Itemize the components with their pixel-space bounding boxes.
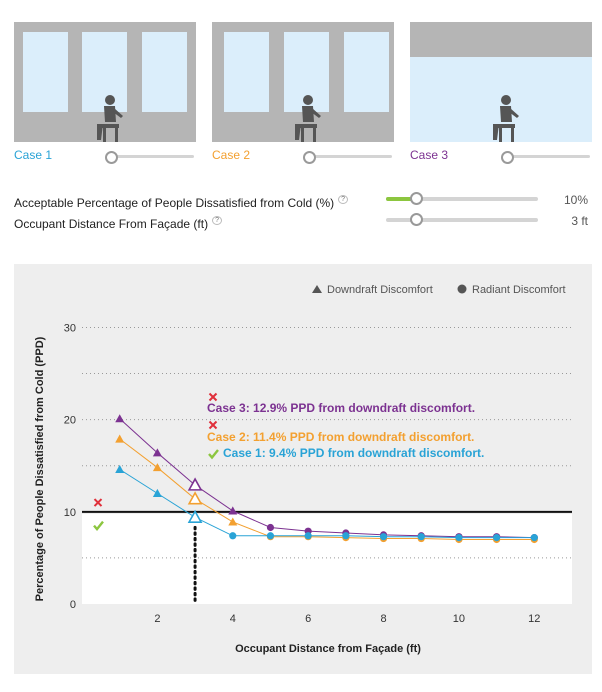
ppd-threshold-text: Acceptable Percentage of People Dissatis… [14, 196, 335, 210]
downdraft-marker [115, 464, 125, 474]
x-axis-label: Occupant Distance from Façade (ft) [235, 643, 421, 655]
pass-icon [93, 520, 104, 532]
radiant-marker [266, 532, 275, 540]
seated-person-icon [493, 95, 519, 142]
case-3-label: Case 3 [410, 148, 449, 162]
case-annotations: Case 3: 12.9% PPD from downdraft discomf… [207, 392, 484, 460]
radiant-marker [304, 532, 312, 540]
y-tick-label: 0 [70, 599, 76, 611]
chart-legend: Downdraft Discomfort Radiant Discomfort [312, 284, 566, 296]
ppd-chart-panel: Downdraft Discomfort Radiant Discomfort … [14, 264, 592, 674]
series-line [119, 438, 535, 540]
x-tick-label: 10 [453, 613, 465, 625]
ppd-threshold-slider-track[interactable] [386, 197, 538, 201]
radiant-marker [455, 534, 463, 542]
seated-person-icon [97, 95, 123, 142]
downdraft-marker [115, 434, 125, 443]
window-pane [344, 32, 389, 112]
x-tick-label: 8 [380, 613, 386, 625]
case-1-slider-handle[interactable] [105, 151, 118, 164]
radiant-marker [530, 534, 538, 542]
downdraft-marker [228, 506, 238, 515]
occupant-distance-slider-handle[interactable] [410, 213, 424, 226]
downdraft-legend-label: Downdraft Discomfort [327, 284, 433, 296]
downdraft-marker [152, 463, 162, 472]
case-2-slider-handle[interactable] [303, 151, 316, 164]
y-tick-label: 10 [64, 507, 76, 519]
ppd-threshold-slider-handle[interactable] [410, 192, 424, 205]
case-3-slider-handle[interactable] [501, 151, 514, 164]
downdraft-marker [152, 448, 162, 457]
window-pane [82, 32, 127, 112]
case-1-illustration [14, 22, 196, 142]
radiant-marker [417, 533, 425, 541]
y-axis-label: Percentage of People Dissatisfied from C… [34, 336, 46, 601]
x-tick-label: 2 [154, 613, 160, 625]
fail-stroke [208, 420, 218, 430]
case-2-illustration [212, 22, 394, 142]
x-axis-ticks: 2 4 6 8 10 12 [154, 613, 540, 625]
occupant-distance-slider-track[interactable] [386, 218, 538, 222]
occupant-distance-text: Occupant Distance From Façade (ft) [14, 217, 209, 231]
downdraft-marker [152, 488, 162, 497]
downdraft-marker [115, 414, 125, 423]
case-1-slider-track[interactable] [106, 155, 194, 158]
ppd-threshold-label: Acceptable Percentage of People Dissatis… [14, 195, 349, 210]
radiant-marker [379, 533, 388, 541]
case-2-slider-track[interactable] [304, 155, 392, 158]
fail-stroke [93, 498, 103, 507]
chart-series [115, 414, 538, 544]
downdraft-marker [228, 517, 238, 526]
series-line [119, 468, 535, 539]
radiant-marker [342, 532, 350, 540]
window-pane [23, 32, 68, 112]
ppd-chart: Downdraft Discomfort Radiant Discomfort … [34, 284, 572, 655]
radiant-legend-label: Radiant Discomfort [472, 284, 566, 296]
case-annotation: Case 2: 11.4% PPD from downdraft discomf… [207, 430, 474, 444]
pass-icon [208, 449, 219, 460]
radiant-marker [229, 532, 237, 540]
y-tick-label: 30 [64, 322, 76, 334]
acceptable-zone [82, 514, 572, 604]
x-tick-label: 4 [230, 613, 236, 625]
y-axis-ticks: 0 10 20 30 [64, 322, 76, 611]
downdraft-marker [187, 477, 203, 491]
window-pane [142, 32, 187, 112]
case-2-label: Case 2 [212, 148, 251, 162]
window-pane [224, 32, 269, 112]
fail-icon [208, 392, 218, 402]
radiant-marker [266, 523, 275, 532]
case-1-label: Case 1 [14, 148, 53, 162]
case-3-illustration [410, 22, 592, 142]
help-icon[interactable]: ? [338, 195, 349, 204]
threshold-status-markers [93, 498, 104, 532]
ppd-threshold-slider-fill [386, 197, 417, 201]
occupant-distance-value: 3 ft [571, 214, 588, 228]
downdraft-legend-icon [312, 285, 322, 293]
radiant-marker [493, 534, 501, 542]
case-3-slider-track[interactable] [502, 155, 590, 158]
seated-person-icon [295, 95, 321, 142]
x-tick-label: 12 [528, 613, 540, 625]
case-annotation: Case 3: 12.9% PPD from downdraft discomf… [207, 401, 475, 415]
downdraft-marker [187, 509, 203, 523]
fail-stroke [208, 392, 218, 402]
fail-icon [208, 420, 218, 430]
downdraft-marker [187, 491, 203, 505]
radiant-legend-icon [457, 284, 467, 294]
help-icon[interactable]: ? [212, 216, 222, 225]
y-tick-label: 20 [64, 415, 76, 427]
x-tick-label: 6 [305, 613, 311, 625]
ppd-threshold-value: 10% [563, 193, 588, 207]
series-line [119, 418, 535, 539]
case-annotation: Case 1: 9.4% PPD from downdraft discomfo… [223, 446, 484, 460]
occupant-distance-label: Occupant Distance From Façade (ft)? [14, 216, 222, 231]
fail-icon [93, 498, 103, 507]
